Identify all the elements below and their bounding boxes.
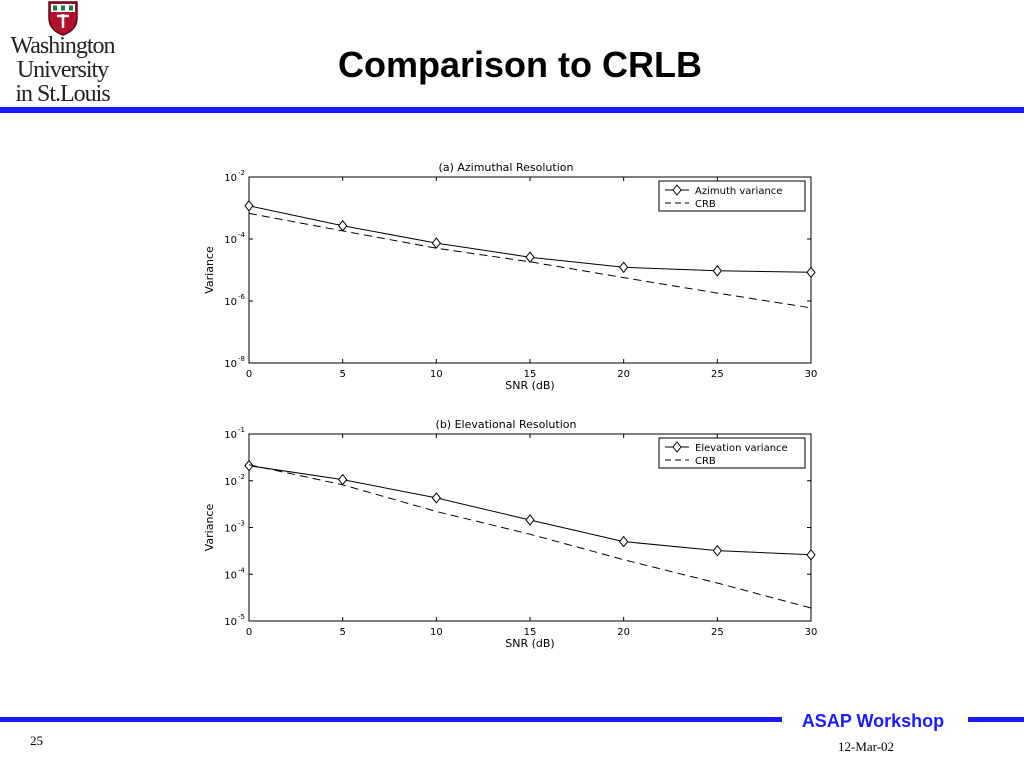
y-tick-exponent: -2 <box>238 169 245 177</box>
x-tick-label: 0 <box>246 627 252 638</box>
legend-box <box>658 180 806 212</box>
y-tick-exponent: -4 <box>238 566 246 574</box>
x-tick-label: 30 <box>805 369 818 380</box>
figure: (a) Azimuthal Resolution 0 5 10 15 20 25 30 10 -2… <box>195 150 845 665</box>
data-point-marker <box>431 237 441 249</box>
y-tick-label: 10 <box>224 430 237 441</box>
data-point-marker <box>244 199 254 212</box>
x-axis-label: SNR (dB) <box>505 637 554 650</box>
x-tick-label: 25 <box>711 627 724 638</box>
data-point-marker <box>431 492 441 504</box>
data-point-marker <box>619 535 629 548</box>
data-point-marker <box>619 261 629 274</box>
y-axis-label: Variance <box>203 246 216 294</box>
data-point-marker <box>806 266 816 279</box>
y-tick-exponent: -8 <box>238 355 245 363</box>
x-tick-label: 10 <box>430 369 443 380</box>
y-tick-exponent: -3 <box>238 520 245 528</box>
slide-title: Comparison to CRLB <box>338 44 702 85</box>
x-tick-label: 0 <box>246 369 252 380</box>
logo-line-1: Washington <box>10 33 115 59</box>
y-tick-exponent: -2 <box>238 473 245 481</box>
legend-marker <box>672 441 682 453</box>
x-tick-label: 5 <box>339 627 345 638</box>
logo-wordmark: Washington University in St.Louis <box>0 34 125 106</box>
chart-title: (a) Azimuthal Resolution <box>439 161 574 174</box>
university-logo: Washington University in St.Louis <box>0 0 125 108</box>
data-point-marker <box>806 549 816 561</box>
y-tick-label: 10 <box>224 570 237 581</box>
y-tick-exponent: -1 <box>238 426 245 434</box>
crb-line <box>248 464 812 609</box>
legend-label: Azimuth variance <box>695 186 782 197</box>
data-point-marker <box>244 459 254 472</box>
chart-2: (b) Elevational Resolution 0 5 10 15 20 25 30 10… <box>203 418 817 650</box>
y-tick-exponent: -4 <box>238 231 246 239</box>
shield-icon <box>48 1 78 36</box>
data-point-marker <box>712 544 722 557</box>
x-tick-label: 5 <box>339 369 345 380</box>
y-tick-label: 10 <box>224 359 237 370</box>
x-tick-label: 30 <box>805 627 818 638</box>
header-divider <box>0 107 1024 113</box>
legend-label: CRB <box>695 456 716 467</box>
data-point-marker <box>525 251 535 263</box>
y-tick-label: 10 <box>224 297 237 308</box>
y-tick-label: 10 <box>224 173 237 184</box>
data-point-marker <box>712 265 722 277</box>
x-tick-label: 15 <box>524 627 537 638</box>
footer-date: 12-Mar-02 <box>838 739 895 754</box>
legend-marker <box>672 184 682 196</box>
logo-line-3: in St.Louis <box>15 81 110 107</box>
x-tick-label: 20 <box>617 627 630 638</box>
y-tick-label: 10 <box>224 235 237 246</box>
footer-divider-left <box>0 717 782 722</box>
data-point-marker <box>525 514 535 526</box>
page-number: 25 <box>30 733 43 748</box>
x-axis-label: SNR (dB) <box>505 379 554 392</box>
legend-box <box>658 437 806 469</box>
crb-line <box>248 212 812 309</box>
data-point-marker <box>338 473 348 486</box>
x-tick-label: 10 <box>430 627 443 638</box>
y-axis-label: Variance <box>203 504 216 552</box>
data-point-marker <box>338 219 348 232</box>
x-tick-label: 20 <box>617 369 630 380</box>
x-tick-label: 25 <box>711 369 724 380</box>
footer-brand: ASAP Workshop <box>801 711 945 731</box>
chart-title: (b) Elevational Resolution <box>436 418 577 431</box>
legend: Azimuth variance CRB <box>658 180 806 212</box>
legend-label: CRB <box>695 199 716 210</box>
logo-line-2: University <box>16 57 109 83</box>
footer-divider-right <box>968 717 1024 722</box>
y-tick-label: 10 <box>224 477 237 488</box>
variance-line <box>248 465 812 556</box>
y-tick-label: 10 <box>224 524 237 535</box>
y-tick-exponent: -6 <box>238 293 246 301</box>
x-tick-label: 15 <box>524 369 537 380</box>
legend-label: Elevation variance <box>695 443 788 454</box>
legend: Elevation variance CRB <box>658 437 806 469</box>
y-tick-exponent: -5 <box>238 613 245 621</box>
y-tick-label: 10 <box>224 617 237 628</box>
